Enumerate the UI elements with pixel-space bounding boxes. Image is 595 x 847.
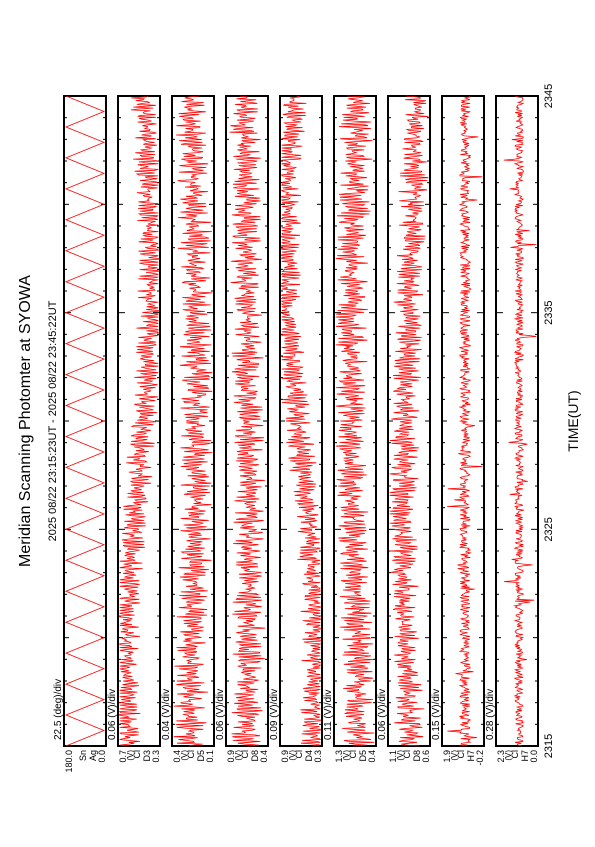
panel-side-label: D3 [142, 750, 152, 762]
panel-frame [387, 95, 431, 747]
panel-scale-label: 0.06 (V)/div [377, 689, 388, 740]
panel-side-label: Cl [132, 750, 142, 759]
panel-side-label: D8 [412, 750, 422, 762]
panel-scale-label: 0.11 (V)/div [323, 690, 334, 740]
y-tick-label-high: 0.9 [226, 750, 236, 763]
panel-unit-label: (V) [234, 750, 243, 761]
y-tick-label-high: 0.9 [280, 750, 290, 763]
panel-scale-label: 0.06 (V)/div [107, 689, 118, 740]
panel-frame [225, 95, 269, 747]
panel-unit-label: (V) [126, 750, 135, 761]
panel-side-label: D4 [304, 750, 314, 762]
panel-unit-label: (V) [288, 750, 297, 761]
y-tick-label-high: 0.4 [172, 750, 182, 763]
panel-frame [63, 95, 107, 747]
series-line-3 [229, 95, 266, 747]
panel-side-label: Cl [348, 750, 358, 759]
panel-side-label: H7 [466, 750, 476, 762]
series-line-6 [389, 95, 429, 747]
panel-scale-label: 0.06 (V)/div [215, 689, 226, 740]
x-tick-label: 2315 [543, 734, 555, 758]
panel-frame [117, 95, 161, 747]
chart-title: Meridian Scanning Photomter at SYOWA [17, 275, 34, 567]
y-tick-label-high: 180.0 [64, 750, 74, 773]
y-tick-label-high: 2.3 [496, 750, 506, 763]
series-line-5 [335, 95, 375, 747]
panel-side-label: D8 [250, 750, 260, 762]
y-tick-label-low: 0.3 [313, 750, 323, 763]
panel-side-label: D5 [196, 750, 206, 762]
x-tick-label: 2335 [543, 300, 555, 324]
panel-unit-label: (V) [180, 750, 189, 761]
panel-scale-label: 0.09 (V)/div [269, 689, 280, 740]
x-tick-label: 2345 [543, 84, 555, 108]
y-tick-label-high: 1.1 [388, 750, 398, 763]
y-tick-label-high: 1.9 [442, 750, 452, 763]
x-tick-label: 2325 [543, 517, 555, 541]
series-line-8 [503, 95, 537, 747]
y-tick-label-low: 0.6 [421, 750, 431, 763]
series-line-7 [447, 95, 483, 747]
panel-side-label: Cl [402, 750, 412, 759]
panel-side-label: D5 [358, 750, 368, 762]
panel-unit-label: (V) [342, 750, 351, 761]
y-tick-label-low: -0.2 [475, 750, 485, 766]
y-tick-label-high: 1.3 [334, 750, 344, 763]
panel-unit-label: (V) [396, 750, 405, 761]
y-tick-label-low: 0.1 [205, 750, 215, 763]
y-tick-label-low: 0.4 [259, 750, 269, 763]
panel-unit-label: (V) [450, 750, 459, 761]
panel-side-label: Sn [78, 750, 88, 761]
y-tick-label-low: 0.0 [97, 750, 107, 763]
y-tick-label-low: 0.0 [529, 750, 539, 763]
panel-side-label: Ag [88, 750, 98, 761]
series-line-1 [118, 95, 160, 747]
chart-subtitle: 2025 08/22 23:15:23UT - 2025 08/22 23:45… [47, 300, 59, 541]
panel-side-label: Cl [240, 750, 250, 759]
x-axis-label: TIME(UT) [565, 390, 581, 451]
panel-scale-label: 0.15 (V)/div [431, 689, 442, 740]
y-tick-label-low: 0.4 [367, 750, 377, 763]
y-tick-label-low: 0.3 [151, 750, 161, 763]
panel-scale-label: 0.04 (V)/div [161, 689, 172, 740]
series-line-2 [173, 95, 213, 747]
series-line-4 [280, 95, 322, 747]
series-line-0 [64, 95, 106, 747]
panel-side-label: Cl [186, 750, 196, 759]
panel-unit-label: (V) [504, 750, 513, 761]
panel-scale-label: 22.5 (deg)/div [53, 679, 64, 740]
panel-side-label: Cl [510, 750, 520, 759]
panel-side-label: H7 [520, 750, 530, 762]
panel-side-label: Cl [456, 750, 466, 759]
y-tick-label-high: 0.7 [118, 750, 128, 763]
x-tick-labels: 2315 2325 2335 2345 [543, 84, 555, 758]
panel-scale-label: 0.28 (V)/div [485, 689, 496, 740]
panel-side-label: Cl [294, 750, 304, 759]
